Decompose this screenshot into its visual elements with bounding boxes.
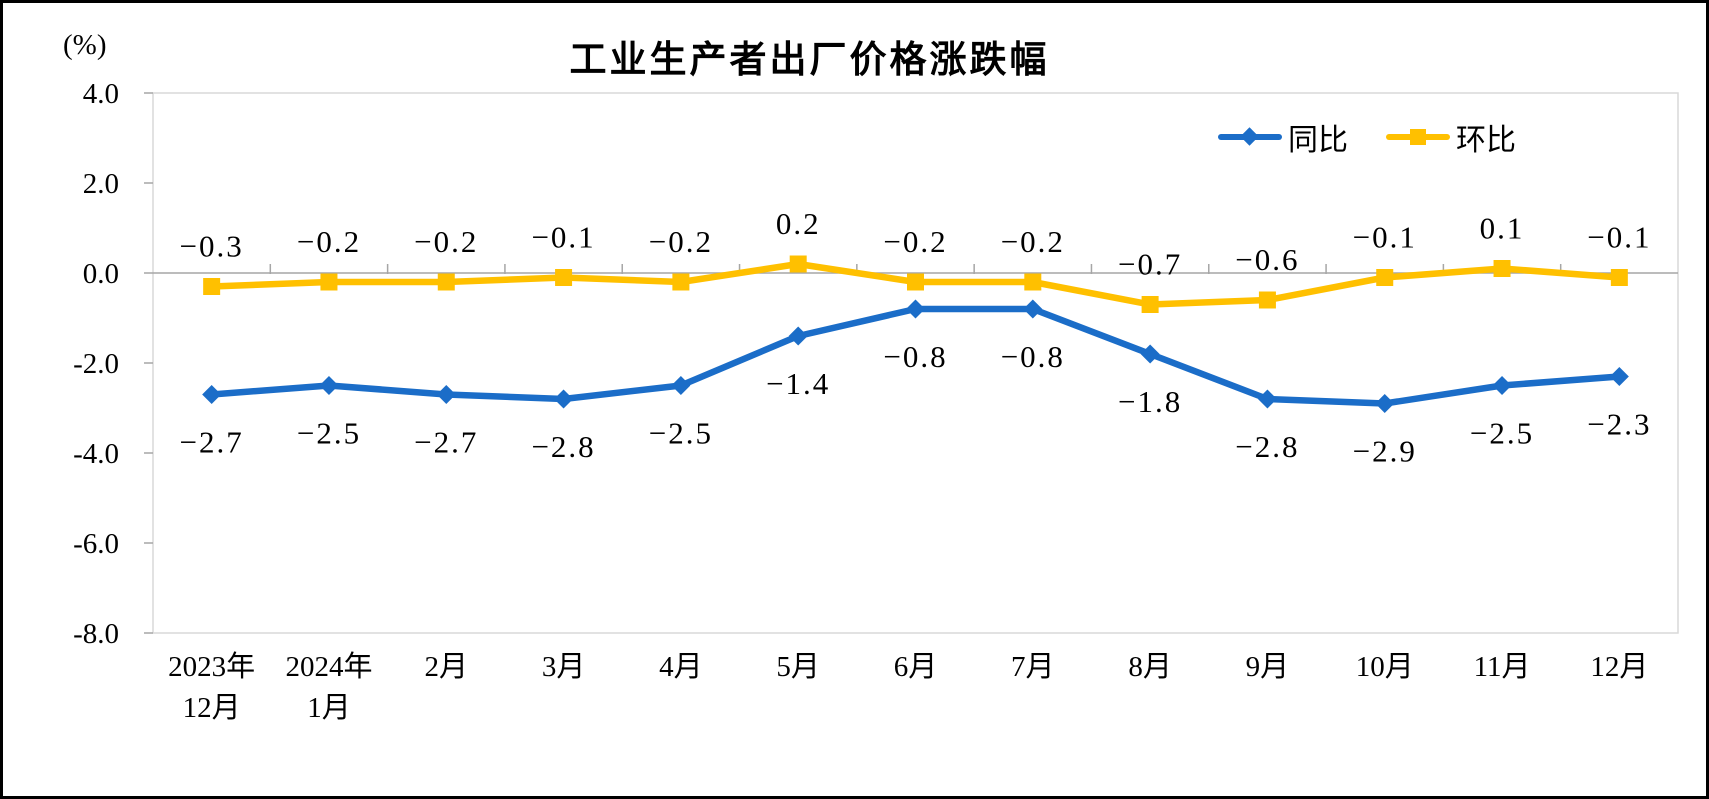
mom-data-label: −0.2 xyxy=(649,224,713,259)
mom-data-point-marker xyxy=(1258,291,1276,309)
yoy-data-point-marker xyxy=(202,385,222,404)
mom-data-point-marker xyxy=(437,273,455,291)
yoy-data-label: −1.4 xyxy=(766,366,830,401)
square-marker-icon xyxy=(1410,129,1426,145)
mom-data-label: −0.1 xyxy=(1587,220,1651,255)
y-tick-label: -4.0 xyxy=(73,438,119,470)
yoy-data-label: −2.5 xyxy=(1470,416,1534,451)
yoy-data-point-marker xyxy=(1492,376,1512,395)
yoy-data-point-marker xyxy=(1140,344,1160,364)
x-axis-label: 11月 xyxy=(1474,651,1531,683)
mom-data-label: −0.2 xyxy=(414,224,478,259)
x-axis-label: 8月 xyxy=(1128,651,1172,683)
mom-data-label: −0.6 xyxy=(1235,242,1299,277)
yoy-data-point-marker xyxy=(906,299,925,319)
x-axis-label: 12月 xyxy=(1590,651,1648,683)
y-tick-label: 2.0 xyxy=(83,168,119,200)
x-axis-label: 5月 xyxy=(776,651,820,683)
x-axis-label: 10月 xyxy=(1356,651,1414,683)
yoy-data-label: −2.7 xyxy=(414,425,478,460)
yoy-data-label: −2.5 xyxy=(297,416,361,451)
mom-data-label: −0.7 xyxy=(1118,247,1182,282)
y-tick-label: 4.0 xyxy=(83,78,119,110)
yoy-data-label: −1.8 xyxy=(1118,384,1182,419)
yoy-data-label: −2.5 xyxy=(649,416,713,451)
x-axis-label: 4月 xyxy=(659,651,703,683)
mom-data-label: −0.2 xyxy=(883,224,947,259)
x-axis-label: 2023年 xyxy=(168,650,255,683)
chart-title: 工业生产者出厂价格涨跌幅 xyxy=(569,39,1050,80)
mom-data-label: 0.1 xyxy=(1480,211,1525,246)
yoy-data-point-marker xyxy=(671,376,691,395)
mom-data-point-marker xyxy=(1024,273,1042,291)
chart-legend: 同比 环比 xyxy=(1218,115,1516,159)
y-tick-label: 0.0 xyxy=(83,258,119,290)
mom-data-point-marker xyxy=(1141,296,1159,313)
mom-data-point-marker xyxy=(203,278,221,295)
mom-series-swatch xyxy=(1386,127,1450,147)
yoy-data-label: −0.8 xyxy=(1001,339,1065,374)
y-axis-unit-label: (%) xyxy=(63,29,107,61)
yoy-data-label: −2.3 xyxy=(1587,407,1651,442)
yoy-series-swatch xyxy=(1218,127,1282,147)
yoy-data-point-marker xyxy=(1023,299,1043,319)
x-axis-label: 12月 xyxy=(183,692,241,724)
yoy-data-point-marker xyxy=(319,376,339,395)
yoy-data-point-marker xyxy=(1609,367,1629,386)
x-axis-label: 9月 xyxy=(1246,651,1290,683)
legend-label-mom: 环比 xyxy=(1456,124,1516,157)
mom-data-point-marker xyxy=(1493,260,1511,277)
yoy-data-label: −2.7 xyxy=(180,425,244,460)
mom-data-point-marker xyxy=(789,255,807,273)
yoy-data-point-marker xyxy=(554,389,574,409)
mom-data-point-marker xyxy=(907,273,924,291)
yoy-data-label: −0.8 xyxy=(883,339,947,374)
x-axis-label: 2024年 xyxy=(285,650,372,683)
x-axis-label: 1月 xyxy=(307,692,351,724)
chart-canvas: 4.0 2.0 0.0 -2.0 -4.0 -6.0 -8.0 2023年 12月 2024年 1月… xyxy=(73,78,1679,724)
yoy-data-point-marker xyxy=(788,326,808,346)
mom-data-label: −0.2 xyxy=(1001,224,1065,259)
yoy-data-point-marker xyxy=(1375,394,1395,413)
mom-data-label: −0.1 xyxy=(531,220,595,255)
legend-item-yoy: 同比 xyxy=(1218,115,1348,159)
legend-item-mom: 环比 xyxy=(1386,115,1516,159)
y-tick-label: -2.0 xyxy=(73,348,119,380)
mom-data-point-marker xyxy=(1610,269,1628,286)
mom-data-point-marker xyxy=(1376,269,1394,286)
y-tick-label: -8.0 xyxy=(73,618,119,650)
mom-data-point-marker xyxy=(672,273,690,291)
mom-data-label: −0.3 xyxy=(180,229,244,264)
mom-data-label: 0.2 xyxy=(776,206,821,241)
x-axis-label: 2月 xyxy=(425,651,469,683)
mom-data-point-marker xyxy=(555,269,573,286)
yoy-data-label: −2.8 xyxy=(531,429,595,464)
yoy-data-point-marker xyxy=(1257,389,1277,409)
yoy-data-label: −2.8 xyxy=(1235,429,1299,464)
mom-data-point-marker xyxy=(320,273,338,291)
mom-data-label: −0.2 xyxy=(297,224,361,259)
yoy-data-point-marker xyxy=(436,385,456,404)
yoy-data-label: −2.9 xyxy=(1353,434,1417,469)
x-axis-label: 3月 xyxy=(542,651,586,683)
mom-data-label: −0.1 xyxy=(1353,220,1417,255)
x-axis-label: 6月 xyxy=(894,651,938,683)
x-axis-label: 7月 xyxy=(1011,651,1055,683)
legend-label-yoy: 同比 xyxy=(1288,124,1348,157)
y-tick-label: -6.0 xyxy=(73,528,119,560)
